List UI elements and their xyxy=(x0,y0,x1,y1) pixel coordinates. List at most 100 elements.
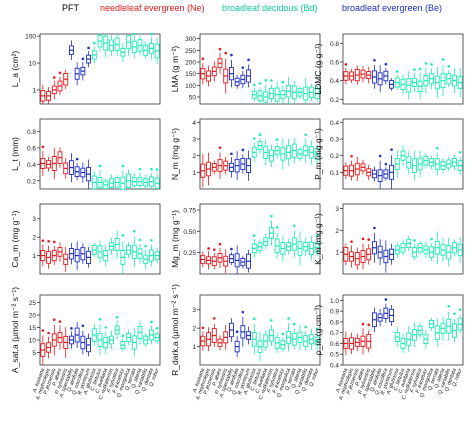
y-axis-label: A_sat,a (μmol m⁻² s⁻¹) xyxy=(10,287,20,373)
panel-frame xyxy=(39,203,161,275)
outlier-point xyxy=(344,63,348,66)
y-tick-label: 0.2 xyxy=(27,178,36,185)
outlier-point xyxy=(115,315,119,319)
y-axis-label: ρ_m (g cm⁻³) xyxy=(313,305,323,356)
y-axis-label: K_m (mg g⁻¹) xyxy=(313,213,323,265)
y-tick-label: 0.7 xyxy=(330,330,339,337)
y-tick-label: 0.2 xyxy=(330,97,339,104)
outlier-point xyxy=(155,168,159,171)
outlier-point xyxy=(252,137,256,140)
y-tick-label: 4 xyxy=(192,120,196,127)
outlier-point xyxy=(81,324,85,328)
outlier-point xyxy=(81,57,85,61)
y-tick-label: 0.6 xyxy=(27,145,36,152)
outlier-point xyxy=(235,330,239,334)
y-tick-label: 0.8 xyxy=(27,129,36,136)
outlier-point xyxy=(41,145,45,149)
legend-item-ne: needleleaf evergreen (Ne) xyxy=(100,3,205,13)
outlier-point xyxy=(367,323,371,327)
outlier-point xyxy=(430,63,433,66)
outlier-point xyxy=(218,242,222,246)
y-axis-label: P_m (mg g⁻¹) xyxy=(313,128,323,180)
outlier-point xyxy=(212,248,216,251)
y-tick-label: 0.75 xyxy=(183,207,196,214)
y-tick-label: 0.4 xyxy=(330,363,339,370)
outlier-point xyxy=(230,152,233,156)
outlier-point xyxy=(418,67,422,71)
y-tick-label: 2 xyxy=(335,228,339,235)
y-tick-label: 0.1 xyxy=(330,170,339,177)
y-tick-label: 50 xyxy=(189,95,197,102)
outlier-point xyxy=(201,326,205,330)
y-tick-label: 1 xyxy=(335,250,339,257)
outlier-point xyxy=(390,148,393,151)
species-label: P. abies xyxy=(52,367,64,386)
outlier-point xyxy=(367,238,371,241)
outlier-point xyxy=(315,327,319,331)
outlier-point xyxy=(304,325,308,329)
outlier-point xyxy=(150,167,153,171)
outlier-point xyxy=(155,326,159,330)
y-axis-label: L_a (cm²) xyxy=(10,51,20,88)
y-tick-label: 1 xyxy=(32,87,36,94)
outlier-point xyxy=(150,320,153,324)
outlier-point xyxy=(218,146,222,149)
outlier-point xyxy=(447,304,451,308)
outlier-point xyxy=(441,58,445,61)
outlier-point xyxy=(281,332,285,336)
outlier-point xyxy=(47,239,50,243)
outlier-point xyxy=(207,247,210,250)
y-tick-label: 0.4 xyxy=(330,78,339,85)
outlier-point xyxy=(41,239,45,242)
outlier-point xyxy=(52,240,56,244)
y-tick-label: 0.8 xyxy=(330,319,339,326)
outlier-point xyxy=(230,53,233,57)
y-tick-label: 0.5 xyxy=(330,352,339,359)
y-tick-label: 2 xyxy=(32,235,36,242)
outlier-point xyxy=(453,312,456,315)
y-tick-label: 1 xyxy=(192,344,196,351)
y-tick-label: 0.6 xyxy=(330,341,339,348)
y-tick-label: 2 xyxy=(192,326,196,333)
outlier-point xyxy=(275,138,279,141)
outlier-point xyxy=(138,238,142,242)
y-axis-label: Mg_m (mg g⁻¹) xyxy=(170,210,180,268)
outlier-point xyxy=(87,46,90,50)
y-axis-label: N_m (mg g⁻¹) xyxy=(170,128,180,180)
outlier-point xyxy=(241,66,245,69)
outlier-point xyxy=(292,322,296,326)
y-tick-label: 3 xyxy=(32,216,36,223)
outlier-point xyxy=(201,57,205,61)
outlier-point xyxy=(247,58,250,62)
y-tick-label: 0.8 xyxy=(330,41,339,48)
legend-title: PFT xyxy=(62,3,79,13)
outlier-point xyxy=(304,133,308,137)
outlier-point xyxy=(121,234,125,237)
outlier-point xyxy=(230,247,233,251)
y-tick-label: 0.25 xyxy=(183,250,196,257)
y-tick-label: 250 xyxy=(185,48,196,55)
outlier-point xyxy=(252,317,256,320)
y-axis-label: LDMC (g g⁻¹) xyxy=(313,43,323,94)
y-tick-label: 100 xyxy=(25,34,36,41)
outlier-point xyxy=(252,234,256,237)
y-axis-label: LMA (g m⁻²) xyxy=(170,46,180,93)
y-tick-label: 20 xyxy=(29,313,37,320)
outlier-point xyxy=(264,79,268,82)
outlier-point xyxy=(52,76,56,79)
outlier-point xyxy=(241,148,245,152)
outlier-point xyxy=(218,47,222,51)
legend-item-bd: broadleaf decidous (Bd) xyxy=(222,3,318,13)
outlier-point xyxy=(281,80,285,84)
outlier-point xyxy=(315,234,319,237)
y-tick-label: 1 xyxy=(192,170,196,177)
outlier-point xyxy=(378,154,382,158)
y-tick-label: 5 xyxy=(32,350,36,357)
y-tick-label: 300 xyxy=(185,36,196,43)
outlier-point xyxy=(150,32,153,36)
outlier-point xyxy=(121,334,125,338)
outlier-point xyxy=(144,244,148,248)
y-axis-label: L_t (mm) xyxy=(10,137,20,171)
outlier-point xyxy=(270,214,273,218)
panel-frame xyxy=(199,203,321,275)
